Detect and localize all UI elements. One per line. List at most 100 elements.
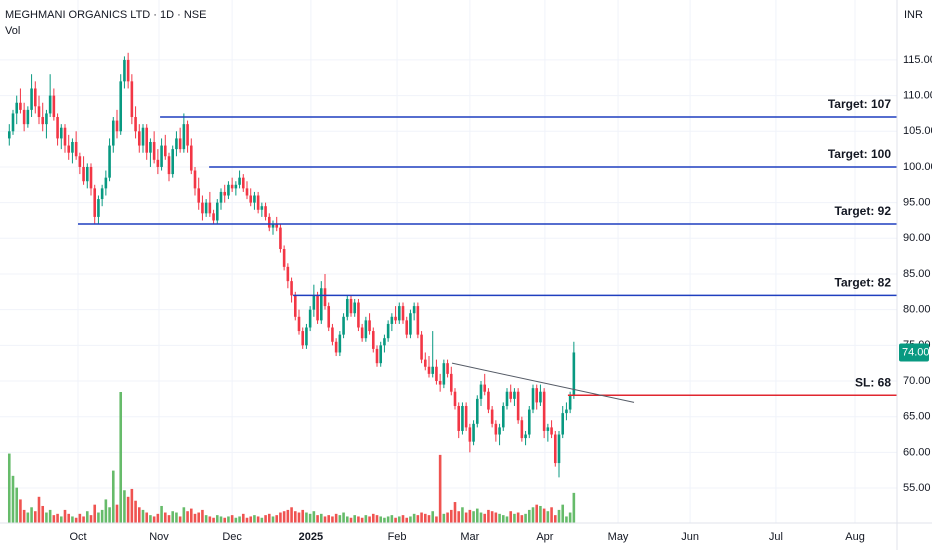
candle-body [475,398,479,424]
volume-bar [446,512,449,523]
candle-body [97,199,100,217]
candle-body [368,320,371,332]
candle-body [535,388,539,403]
volume-bar [156,513,160,523]
candle-body [286,266,290,282]
candle-body [546,427,550,431]
x-tick-label: May [608,531,629,543]
candle-body [505,391,509,406]
volume-bar [11,475,15,523]
volume-bar [123,490,126,523]
volume-bar [464,512,468,523]
candle-body [446,363,449,374]
candle-body [327,306,331,328]
candle-body [487,391,490,410]
volume-bar [453,502,457,523]
candle-body [108,145,111,178]
volume-bar [572,492,576,523]
volume-bar [297,512,301,523]
volume-bar [327,515,331,523]
candle-body [431,366,435,374]
candle-body [390,316,394,324]
volume-bar [15,487,19,523]
volume-bar [219,516,223,523]
candle-body [7,131,11,139]
candle-body [319,288,323,321]
level-label: Target: 107 [828,97,891,111]
candle-body [550,427,553,435]
x-tick-label: Apr [536,531,553,543]
volume-bar [45,512,48,523]
volume-bar [104,499,108,523]
candle-body [89,166,93,189]
volume-bar [160,505,163,523]
candle-body [212,213,215,221]
candle-body [364,320,368,339]
volume-bar [487,509,490,523]
candle-body [357,302,360,328]
candle-body [531,388,535,410]
candle-body [527,409,531,435]
candle-body [375,348,379,364]
volume-bar [71,516,74,523]
candle-body [256,195,260,210]
volume-bar [290,507,293,523]
candle-body [71,141,74,153]
volume-bar [438,454,442,523]
volume-bar [505,516,509,523]
volume-bar [331,516,334,523]
candle-body [345,298,349,317]
candle-body [234,184,238,189]
candle-body [260,206,264,210]
trendline [451,362,635,403]
volume-bar [130,488,134,523]
x-tick-label: Jul [769,531,783,543]
candle-body [56,117,59,139]
candle-body [308,309,312,328]
candle-body [293,295,297,317]
candle-body [353,302,357,314]
candle-body [52,95,56,118]
volume-bar [457,511,461,523]
volume-bar [568,512,572,523]
volume-bar [37,496,41,523]
volume-bar [305,512,308,523]
level-label: Target: 82 [835,276,892,290]
volume-bar [175,512,178,523]
candle-body [227,184,230,196]
candle-body [312,295,316,310]
candle-body [453,391,457,406]
candle-body [561,413,565,435]
candle-body [275,224,279,228]
candle-body [111,120,115,146]
candle-body [215,202,219,221]
volume-bar [115,504,119,523]
candle-body [45,113,48,125]
volume-bar [267,513,271,523]
volume-bar [342,512,345,523]
volume-bar [483,513,487,523]
candle-body [22,109,26,125]
volume-bar [357,516,360,523]
x-tick-label: Dec [222,531,242,543]
volume-bar [412,513,416,523]
volume-bar [149,515,152,523]
y-tick-label: 95.00 [903,197,931,209]
volume-bar [364,515,368,523]
candle-body [223,191,227,196]
volume-bar [345,516,349,523]
x-tick-label: Aug [845,531,865,543]
last-price-label: 74.00 [902,346,930,358]
candle-body [483,384,487,392]
candle-body [11,113,15,132]
volume-bar [516,512,520,523]
candle-body [182,124,186,150]
volume-bar [275,515,279,523]
volume-bar [82,516,85,523]
candle-body [542,391,546,431]
volume-bar [56,513,59,523]
volume-bar [260,517,264,523]
volume-bar [527,509,531,523]
